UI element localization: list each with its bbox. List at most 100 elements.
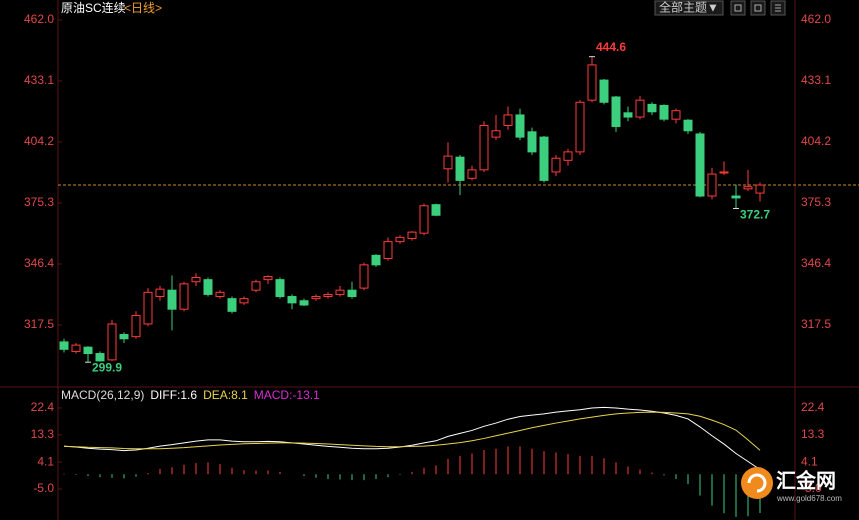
candle-body (647, 103, 657, 113)
candle-body (383, 241, 393, 260)
watermark-brand: 汇金网 (776, 468, 836, 492)
indicator-line (63, 406, 761, 470)
candle-body (671, 110, 681, 120)
legend-entry: DIFF:1.6 (150, 388, 197, 402)
instrument: 原油SC连续 (61, 0, 126, 15)
candle-body (227, 298, 237, 312)
candle-body (179, 283, 189, 310)
candle-body (347, 289, 357, 298)
period: <日线> (124, 1, 162, 15)
candle-body (599, 79, 609, 103)
theme-button-text[interactable]: 全部主题▼ (659, 0, 719, 15)
candle-body (443, 155, 453, 170)
legend-entry: DEA:8.1 (203, 388, 248, 402)
candle-body (707, 173, 717, 197)
candle-body (251, 281, 261, 291)
candle-body (455, 156, 465, 181)
candle-body (95, 353, 105, 362)
indicator-line (63, 411, 761, 451)
candle-body (635, 99, 645, 118)
candle-body (515, 114, 525, 138)
candle-body (503, 114, 513, 126)
candle-body (467, 169, 477, 179)
candle-body (71, 344, 81, 352)
candle-body (59, 341, 69, 350)
watermark-site: www.gold678.com (776, 494, 842, 503)
candle-body (731, 195, 741, 199)
candle-body (419, 205, 429, 234)
icon-button[interactable] (730, 0, 746, 16)
candle-body (131, 315, 141, 338)
plot-area: 462.0 462.0 433.1 433.1 404.2 404.2 375.3 375.3… (24, 12, 859, 517)
y-tick-label-right: 404.2 (801, 134, 831, 148)
candle-body (191, 277, 201, 283)
candle-body (431, 204, 441, 216)
candle-body (203, 279, 213, 295)
candle-body (527, 131, 537, 153)
extreme-label: 444.6 (596, 40, 626, 54)
y-tick-label: 462.0 (24, 12, 54, 26)
candle-body (239, 298, 249, 304)
y-tick-label: 317.5 (24, 317, 54, 331)
icon-button[interactable] (750, 0, 766, 16)
candle-body (491, 130, 501, 138)
y-tick-label: 22.4 (31, 400, 55, 414)
candle-body (587, 64, 597, 101)
candle-body (359, 264, 369, 289)
extreme-label: 299.9 (92, 360, 122, 374)
candle-body (611, 96, 621, 128)
candle-body (155, 288, 165, 298)
candle-body (107, 323, 117, 361)
y-tick-label: 13.3 (31, 427, 55, 441)
candle-body (167, 289, 177, 310)
candle-body (551, 157, 561, 173)
y-tick-label: -5.0 (33, 481, 54, 495)
extreme-label: 372.7 (740, 208, 770, 222)
candle-body (683, 119, 693, 132)
candle-body (719, 171, 729, 174)
y-tick-label-right: -5.0 (801, 481, 822, 495)
y-tick-label: 404.2 (24, 134, 54, 148)
candle-body (479, 124, 489, 171)
candle-body (299, 300, 309, 306)
y-tick-label-right: 317.5 (801, 317, 831, 331)
y-tick-label: 375.3 (24, 195, 54, 209)
legend-entry: MACD:-13.1 (254, 388, 320, 402)
candle-body (311, 296, 321, 300)
y-tick-label: 4.1 (37, 454, 54, 468)
candle-body (371, 254, 381, 266)
y-tick-label-right: 346.4 (801, 256, 831, 270)
candle-body (395, 236, 405, 243)
candle-body (695, 133, 705, 197)
candle-body (263, 275, 273, 281)
indicator-label: MACD(26,12,9) (61, 388, 144, 402)
y-tick-label-right: 462.0 (801, 12, 831, 26)
y-tick-label: 433.1 (24, 73, 54, 87)
candle-body (335, 289, 345, 295)
y-tick-label-right: 22.4 (801, 400, 825, 414)
candle-body (143, 291, 153, 325)
candle-body (623, 112, 633, 118)
y-tick-label-right: 4.1 (801, 454, 818, 468)
candle-body (539, 136, 549, 181)
candle-body (275, 279, 285, 298)
y-tick-label: 346.4 (24, 256, 54, 270)
candle-body (755, 184, 765, 194)
candle-body (575, 101, 585, 153)
candle-body (215, 291, 225, 298)
y-tick-label-right: 433.1 (801, 73, 831, 87)
candle-body (659, 104, 669, 120)
candle-body (287, 296, 297, 304)
logo (741, 467, 773, 499)
candle-body (83, 346, 93, 355)
icon-glyph (734, 4, 781, 12)
y-tick-label-right: 13.3 (801, 427, 825, 441)
candle-body (119, 334, 129, 340)
theme-button[interactable] (654, 0, 724, 16)
candle-body (563, 151, 573, 161)
logo-glyph (747, 473, 767, 493)
candle-body (407, 231, 417, 239)
candle-body (323, 293, 333, 298)
candle-body (743, 186, 753, 190)
